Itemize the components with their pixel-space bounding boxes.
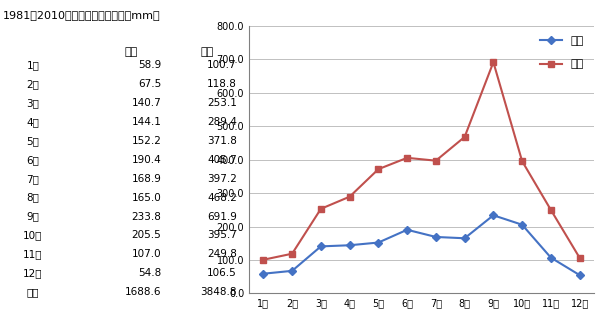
横浜 [432, 235, 439, 239]
Text: 106.5: 106.5 [207, 268, 237, 278]
Text: 140.7: 140.7 [131, 98, 161, 108]
Text: 3月: 3月 [26, 98, 39, 108]
Text: 11月: 11月 [23, 249, 43, 259]
Text: 1月: 1月 [26, 60, 39, 70]
尾鷹 [289, 252, 296, 256]
尾鷹 [404, 156, 411, 160]
尾鷹 [490, 60, 497, 64]
Text: 468.2: 468.2 [207, 193, 237, 203]
横浜 [289, 269, 296, 273]
Text: 1688.6: 1688.6 [125, 287, 161, 297]
Text: 2月: 2月 [26, 79, 39, 89]
横浜 [547, 256, 554, 259]
Text: 289.4: 289.4 [207, 117, 237, 127]
尾鷹 [375, 167, 382, 171]
Legend: 横浜, 尾鷹: 横浜, 尾鷹 [535, 32, 589, 74]
横浜 [404, 228, 411, 232]
Line: 尾鷹: 尾鷹 [260, 59, 583, 262]
Text: 6月: 6月 [26, 155, 39, 165]
Text: 249.8: 249.8 [207, 249, 237, 259]
尾鷹 [260, 258, 267, 262]
Text: 4月: 4月 [26, 117, 39, 127]
尾鷹 [461, 135, 468, 139]
Text: 合計: 合計 [26, 287, 39, 297]
Text: 67.5: 67.5 [138, 79, 161, 89]
Text: 371.8: 371.8 [207, 136, 237, 146]
Text: 5月: 5月 [26, 136, 39, 146]
尾鷹 [576, 256, 583, 260]
Text: 107.0: 107.0 [131, 249, 161, 259]
Text: 横浜: 横浜 [124, 47, 137, 57]
横浜 [260, 272, 267, 276]
Text: 205.5: 205.5 [131, 230, 161, 241]
Text: 233.8: 233.8 [131, 212, 161, 222]
Text: 8月: 8月 [26, 193, 39, 203]
Text: 144.1: 144.1 [131, 117, 161, 127]
横浜 [576, 273, 583, 277]
Text: 1981～2010年の月別平均降水量（mm）: 1981～2010年の月別平均降水量（mm） [3, 10, 161, 20]
Text: 9月: 9月 [26, 212, 39, 222]
Text: 58.9: 58.9 [138, 60, 161, 70]
尾鷹 [346, 195, 353, 199]
横浜 [490, 213, 497, 217]
Text: 尾鷹: 尾鷹 [200, 47, 213, 57]
尾鷹 [432, 159, 439, 163]
横浜 [518, 223, 526, 227]
尾鷹 [547, 208, 554, 212]
尾鷹 [518, 159, 526, 163]
Text: 152.2: 152.2 [131, 136, 161, 146]
Text: 100.7: 100.7 [207, 60, 237, 70]
Text: 7月: 7月 [26, 174, 39, 184]
横浜 [461, 236, 468, 240]
Text: 405.7: 405.7 [207, 155, 237, 165]
Text: 395.7: 395.7 [207, 230, 237, 241]
Text: 3848.8: 3848.8 [200, 287, 237, 297]
横浜 [346, 243, 353, 247]
Text: 10月: 10月 [23, 230, 43, 241]
横浜 [375, 241, 382, 244]
Line: 横浜: 横浜 [260, 213, 583, 278]
Text: 12月: 12月 [23, 268, 43, 278]
Text: 168.9: 168.9 [131, 174, 161, 184]
Text: 253.1: 253.1 [207, 98, 237, 108]
Text: 165.0: 165.0 [131, 193, 161, 203]
Text: 118.8: 118.8 [207, 79, 237, 89]
Text: 397.2: 397.2 [207, 174, 237, 184]
尾鷹 [317, 207, 325, 211]
Text: 190.4: 190.4 [131, 155, 161, 165]
横浜 [317, 244, 325, 248]
Text: 691.9: 691.9 [207, 212, 237, 222]
Text: 54.8: 54.8 [138, 268, 161, 278]
